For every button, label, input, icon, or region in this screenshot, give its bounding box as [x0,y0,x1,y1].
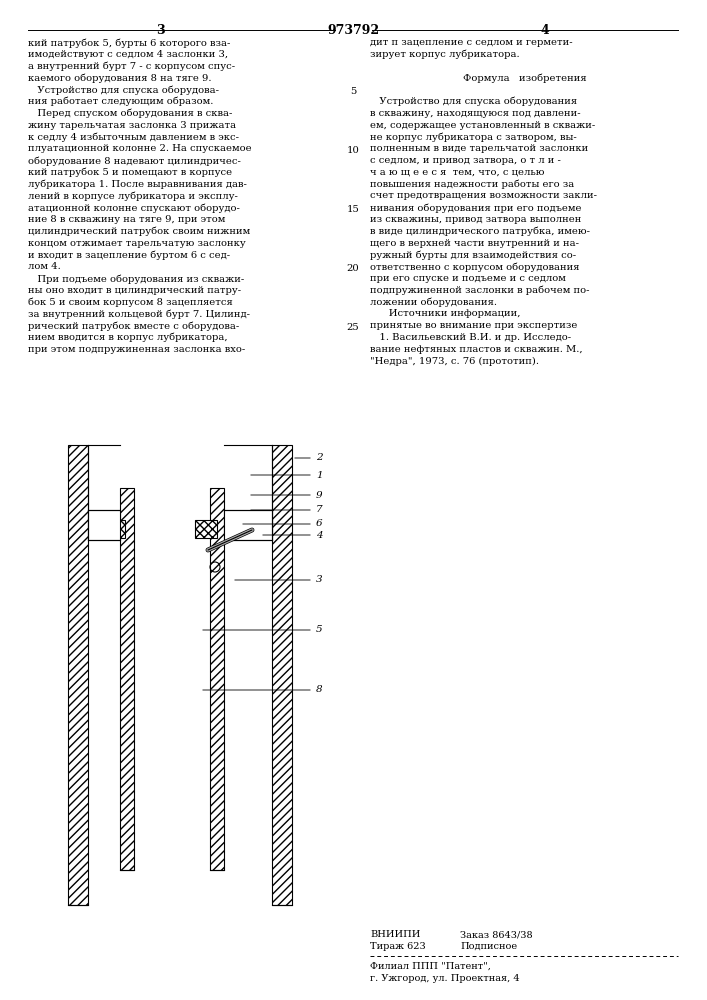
Text: Формула   изобретения: Формула изобретения [463,73,587,83]
Text: 15: 15 [346,205,359,214]
Text: при его спуске и подъеме и с седлом: при его спуске и подъеме и с седлом [370,274,566,283]
Text: Тираж 623: Тираж 623 [370,942,426,951]
Text: из скважины, привод затвора выполнен: из скважины, привод затвора выполнен [370,215,581,224]
Text: 3: 3 [156,24,164,37]
Text: плуатационной колонне 2. На спускаемое: плуатационной колонне 2. На спускаемое [28,144,252,153]
Text: 5: 5 [350,87,356,96]
Text: 1: 1 [316,471,322,480]
Text: концом отжимает тарельчатую заслонку: концом отжимает тарельчатую заслонку [28,239,246,248]
Text: 5: 5 [316,626,322,635]
Text: Заказ 8643/38: Заказ 8643/38 [460,930,532,939]
Text: 4: 4 [541,24,549,37]
Text: кий патрубок 5 и помещают в корпусе: кий патрубок 5 и помещают в корпусе [28,168,232,177]
Text: рический патрубок вместе с оборудова-: рический патрубок вместе с оборудова- [28,321,239,331]
Text: При подъеме оборудования из скважи-: При подъеме оборудования из скважи- [28,274,244,284]
Text: Филиал ППП "Патент",: Филиал ППП "Патент", [370,962,491,971]
Text: при этом подпружиненная заслонка вхо-: при этом подпружиненная заслонка вхо- [28,345,245,354]
Text: ружный бурты для взаимодействия со-: ружный бурты для взаимодействия со- [370,250,576,260]
Text: щего в верхней части внутренний и на-: щего в верхней части внутренний и на- [370,239,579,248]
Text: за внутренний кольцевой бурт 7. Цилинд-: за внутренний кольцевой бурт 7. Цилинд- [28,309,250,319]
Text: зирует корпус лубрикатора.: зирует корпус лубрикатора. [370,50,520,59]
Text: жину тарельчатая заслонка 3 прижата: жину тарельчатая заслонка 3 прижата [28,121,236,130]
Text: 6: 6 [316,520,322,528]
Bar [120,488,134,870]
Text: подпружиненной заслонки в рабочем по-: подпружиненной заслонки в рабочем по- [370,286,590,295]
Bar [224,510,272,540]
Bar [88,510,120,540]
Text: 25: 25 [346,323,359,332]
Text: кий патрубок 5, бурты 6 которого вза-: кий патрубок 5, бурты 6 которого вза- [28,38,230,47]
Text: повышения надежности работы его за: повышения надежности работы его за [370,180,574,189]
Text: счет предотвращения возможности закли-: счет предотвращения возможности закли- [370,191,597,200]
Text: бок 5 и своим корпусом 8 зацепляется: бок 5 и своим корпусом 8 зацепляется [28,298,233,307]
Bar [272,445,292,905]
Text: 10: 10 [346,146,359,155]
Bar [195,520,217,538]
Text: к седлу 4 избыточным давлением в экс-: к седлу 4 избыточным давлением в экс- [28,132,239,142]
Text: не корпус лубрикатора с затвором, вы-: не корпус лубрикатора с затвором, вы- [370,132,577,142]
Text: ВНИИПИ: ВНИИПИ [370,930,421,939]
Text: полненным в виде тарельчатой заслонки: полненным в виде тарельчатой заслонки [370,144,588,153]
Text: принятые во внимание при экспертизе: принятые во внимание при экспертизе [370,321,578,330]
Text: 9: 9 [316,490,322,499]
Text: ответственно с корпусом оборудования: ответственно с корпусом оборудования [370,262,580,272]
Text: Перед спуском оборудования в сква-: Перед спуском оборудования в сква- [28,109,233,118]
Bar [68,445,88,905]
Text: с седлом, и привод затвора, о т л и -: с седлом, и привод затвора, о т л и - [370,156,561,165]
Bar [103,520,125,538]
Text: ложении оборудования.: ложении оборудования. [370,298,497,307]
Text: 7: 7 [316,506,322,514]
Text: лубрикатора 1. После выравнивания дав-: лубрикатора 1. После выравнивания дав- [28,180,247,189]
Text: в скважину, находящуюся под давлени-: в скважину, находящуюся под давлени- [370,109,580,118]
Text: 3: 3 [316,576,322,584]
Text: 4: 4 [316,530,322,540]
Text: 2: 2 [316,454,322,462]
Text: 973792: 973792 [327,24,379,37]
Text: имодействуют с седлом 4 заслонки 3,: имодействуют с седлом 4 заслонки 3, [28,50,228,59]
Text: цилиндрический патрубок своим нижним: цилиндрический патрубок своим нижним [28,227,250,236]
Text: ние 8 в скважину на тяге 9, при этом: ние 8 в скважину на тяге 9, при этом [28,215,226,224]
Text: 1. Васильевский В.И. и др. Исследо-: 1. Васильевский В.И. и др. Исследо- [370,333,571,342]
Text: ния работает следующим образом.: ния работает следующим образом. [28,97,214,106]
Text: ны оно входит в цилиндрический патру-: ны оно входит в цилиндрический патру- [28,286,241,295]
Text: г. Ужгород, ул. Проектная, 4: г. Ужгород, ул. Проектная, 4 [370,974,520,983]
Text: вание нефтяных пластов и скважин. М.,: вание нефтяных пластов и скважин. М., [370,345,583,354]
Text: "Недра", 1973, с. 76 (прототип).: "Недра", 1973, с. 76 (прототип). [370,357,539,366]
Text: нием вводится в корпус лубрикатора,: нием вводится в корпус лубрикатора, [28,333,228,342]
Bar [210,488,224,870]
Text: ем, содержащее установленный в скважи-: ем, содержащее установленный в скважи- [370,121,595,130]
Text: каемого оборудования 8 на тяге 9.: каемого оборудования 8 на тяге 9. [28,73,211,83]
Text: лений в корпусе лубрикатора и эксплу-: лений в корпусе лубрикатора и эксплу- [28,191,238,201]
Text: атационной колонне спускают оборудо-: атационной колонне спускают оборудо- [28,203,240,213]
Text: оборудование 8 надевают цилиндричес-: оборудование 8 надевают цилиндричес- [28,156,241,165]
Text: в виде цилиндрического патрубка, имею-: в виде цилиндрического патрубка, имею- [370,227,590,236]
Text: 20: 20 [346,264,359,273]
Text: 8: 8 [316,686,322,694]
Text: и входит в зацепление буртом 6 с сед-: и входит в зацепление буртом 6 с сед- [28,250,230,260]
Text: а внутренний бурт 7 - с корпусом спус-: а внутренний бурт 7 - с корпусом спус- [28,62,235,71]
Text: Подписное: Подписное [460,942,517,951]
Text: нивания оборудования при его подъеме: нивания оборудования при его подъеме [370,203,581,213]
Text: Устройство для спуска оборудования: Устройство для спуска оборудования [370,97,577,106]
Text: лом 4.: лом 4. [28,262,61,271]
Text: Устройство для спуска оборудова-: Устройство для спуска оборудова- [28,85,219,95]
Text: дит п зацепление с седлом и гермети-: дит п зацепление с седлом и гермети- [370,38,573,47]
Text: Источники информации,: Источники информации, [370,309,520,318]
Text: ч а ю щ е е с я  тем, что, с целью: ч а ю щ е е с я тем, что, с целью [370,168,544,177]
